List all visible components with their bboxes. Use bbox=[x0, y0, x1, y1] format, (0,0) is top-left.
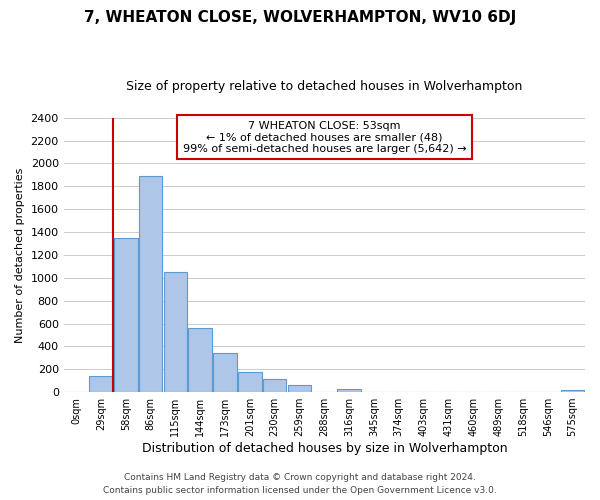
Bar bbox=[164, 272, 187, 392]
X-axis label: Distribution of detached houses by size in Wolverhampton: Distribution of detached houses by size … bbox=[142, 442, 507, 455]
Text: 7 WHEATON CLOSE: 53sqm
← 1% of detached houses are smaller (48)
99% of semi-deta: 7 WHEATON CLOSE: 53sqm ← 1% of detached … bbox=[182, 120, 466, 154]
Bar bbox=[114, 238, 137, 392]
Text: 7, WHEATON CLOSE, WOLVERHAMPTON, WV10 6DJ: 7, WHEATON CLOSE, WOLVERHAMPTON, WV10 6D… bbox=[84, 10, 516, 25]
Bar bbox=[213, 353, 237, 392]
Bar bbox=[288, 385, 311, 392]
Bar bbox=[188, 328, 212, 392]
Bar bbox=[238, 372, 262, 392]
Bar bbox=[139, 176, 163, 392]
Text: Contains HM Land Registry data © Crown copyright and database right 2024.
Contai: Contains HM Land Registry data © Crown c… bbox=[103, 474, 497, 495]
Bar bbox=[561, 390, 584, 392]
Bar bbox=[337, 388, 361, 392]
Title: Size of property relative to detached houses in Wolverhampton: Size of property relative to detached ho… bbox=[126, 80, 523, 93]
Y-axis label: Number of detached properties: Number of detached properties bbox=[15, 167, 25, 342]
Bar bbox=[89, 376, 113, 392]
Bar bbox=[263, 379, 286, 392]
